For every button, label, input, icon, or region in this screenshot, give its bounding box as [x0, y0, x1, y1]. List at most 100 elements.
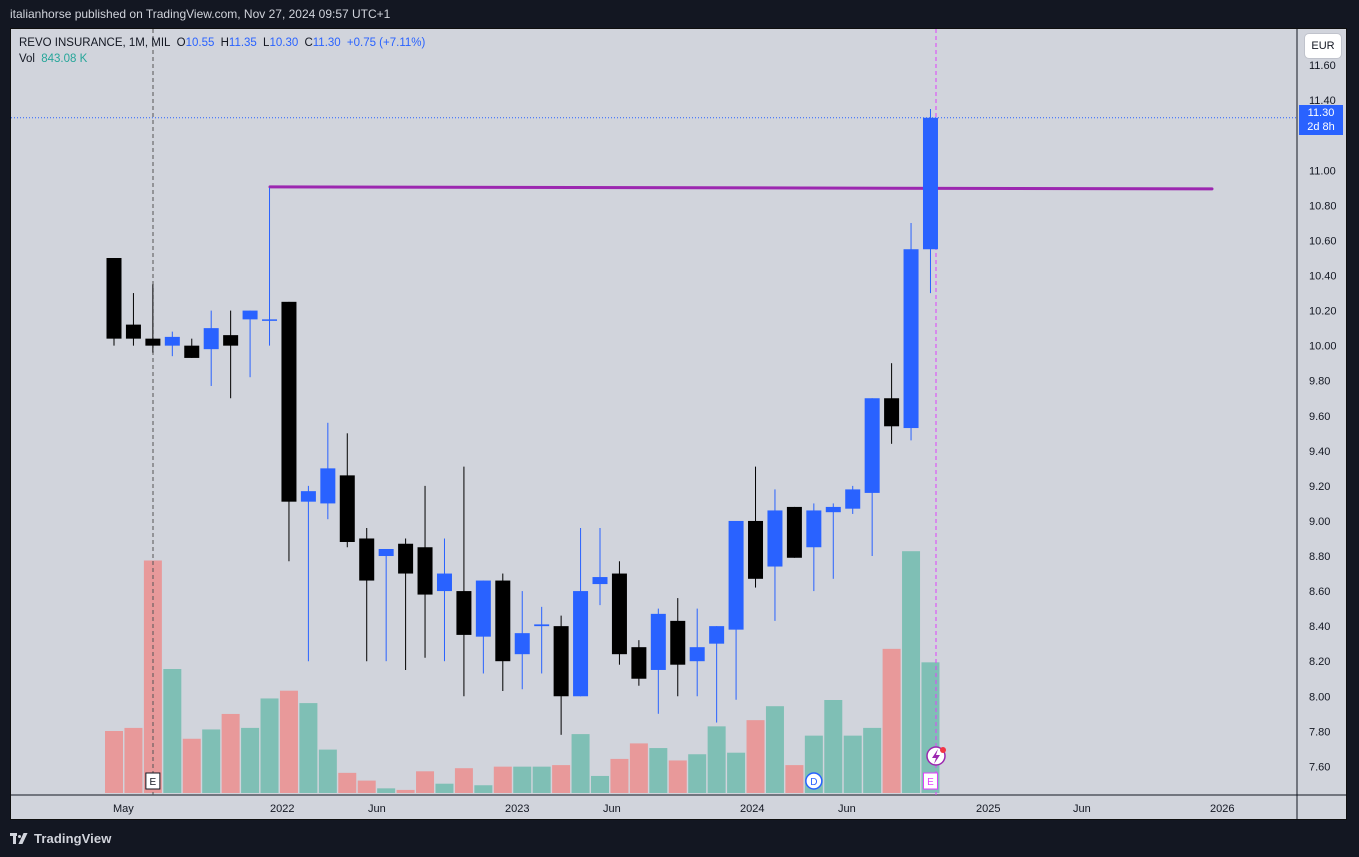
- footer: TradingView: [0, 820, 1359, 857]
- candle-body: [378, 549, 394, 557]
- close-value: 11.30: [312, 37, 341, 49]
- candle-body: [339, 475, 355, 542]
- candle-body: [631, 647, 647, 679]
- price-tick-label: 9.40: [1309, 446, 1330, 458]
- candle-body: [650, 613, 666, 670]
- candle-body: [320, 468, 336, 504]
- candle-body: [262, 319, 278, 321]
- price-tick-label: 10.80: [1309, 200, 1337, 212]
- candle-body: [864, 398, 880, 493]
- price-tick-label: 7.80: [1309, 726, 1330, 738]
- candle-body: [145, 338, 161, 346]
- candle-body: [786, 506, 802, 558]
- open-label: O: [176, 37, 186, 49]
- candle-body: [359, 538, 375, 581]
- candle-body: [106, 258, 122, 339]
- volume-bar: [629, 743, 648, 793]
- tradingview-logo[interactable]: TradingView: [10, 831, 111, 846]
- ohlc-row: REVO INSURANCE, 1M, MIL O10.55 H11.35 L1…: [19, 35, 428, 51]
- volume-bar: [202, 729, 221, 793]
- volume-bar: [765, 706, 784, 793]
- volume-bar: [591, 775, 609, 793]
- candle-body: [436, 573, 452, 592]
- dividend-marker: [805, 772, 823, 790]
- candle-body: [456, 591, 472, 635]
- lightning-bolt-icon: [932, 749, 940, 764]
- candle-body: [592, 577, 608, 585]
- candle-body: [417, 547, 433, 595]
- volume-bar: [532, 766, 551, 793]
- price-tick-label: 7.60: [1309, 761, 1330, 773]
- volume-bar: [241, 727, 260, 793]
- price-tick-label: 10.60: [1309, 235, 1337, 247]
- candle-body: [689, 647, 705, 662]
- chart-area[interactable]: 7.60 7.80 8.00 8.20 8.40 8.60 8.80 9.00 9.20 9.40…: [10, 28, 1347, 820]
- volume-bar: [746, 720, 765, 793]
- volume-bar: [377, 788, 396, 793]
- symbol-label[interactable]: REVO INSURANCE, 1M, MIL: [19, 37, 171, 49]
- price-tick-label: 8.60: [1309, 586, 1330, 598]
- price-tick-label: 8.40: [1309, 621, 1330, 633]
- time-tick-label: 2026: [1210, 803, 1234, 815]
- price-tick-label: 11.60: [1309, 60, 1336, 72]
- time-tick-label: Jun: [368, 803, 386, 815]
- earnings-marker-label: E: [150, 777, 157, 788]
- earnings-marker: [922, 772, 938, 790]
- volume-bar: [610, 758, 629, 793]
- volume-bar: [902, 551, 921, 793]
- price-tick-label: 9.20: [1309, 481, 1330, 493]
- last-price-tag: 11.30 2d 8h: [1299, 105, 1343, 135]
- volume-bar: [571, 734, 590, 793]
- candle-body: [495, 580, 511, 662]
- candle-body: [281, 301, 297, 502]
- price-tick-label: 10.00: [1309, 341, 1337, 353]
- volume-bar: [668, 760, 687, 793]
- open-value: 10.55: [185, 37, 215, 49]
- volume-bar: [843, 735, 862, 793]
- publish-header: italianhorse published on TradingView.co…: [10, 7, 391, 21]
- candle-body: [728, 520, 744, 630]
- volume-label: Vol: [19, 53, 35, 65]
- dividend-marker-label: D: [810, 777, 817, 788]
- volume-bar: [182, 738, 201, 793]
- price-tick-label: 10.20: [1309, 306, 1337, 318]
- volume-bar: [707, 726, 726, 793]
- change-value: +0.75 (+7.11%): [346, 37, 426, 49]
- volume-bar: [338, 772, 357, 793]
- candle-body: [845, 489, 861, 509]
- price-tick-label: 9.00: [1309, 516, 1330, 528]
- volume-bar: [824, 700, 843, 793]
- volume-bar: [163, 669, 182, 793]
- volume-bar: [785, 765, 804, 793]
- currency-button[interactable]: EUR: [1305, 34, 1341, 58]
- candle-body: [611, 573, 627, 655]
- candle-body: [223, 335, 239, 346]
- earnings-marker: [145, 772, 161, 790]
- candle-body: [553, 626, 569, 697]
- price-tick-label: 8.80: [1309, 551, 1330, 563]
- candle-body: [709, 626, 725, 644]
- volume-bar: [649, 748, 668, 793]
- candlestick-chart[interactable]: 7.60 7.80 8.00 8.20 8.40 8.60 8.80 9.00 9.20 9.40…: [11, 29, 1347, 820]
- candle-body: [164, 336, 180, 346]
- volume-bar: [396, 789, 415, 793]
- volume-bar: [299, 703, 318, 793]
- earnings-marker-label: E: [927, 777, 934, 788]
- volume-bar: [416, 771, 435, 793]
- volume-bar: [474, 785, 493, 793]
- candle-body: [475, 580, 491, 637]
- volume-bar: [260, 698, 279, 793]
- candle-body: [767, 510, 783, 567]
- time-tick-label: 2024: [740, 803, 764, 815]
- volume-bar: [882, 648, 901, 793]
- high-value: 11.35: [228, 37, 257, 49]
- candle-body: [903, 249, 919, 429]
- price-tick-label: 8.20: [1309, 656, 1330, 668]
- candle-body: [806, 510, 822, 548]
- time-tick-label: Jun: [1073, 803, 1091, 815]
- candle-body: [300, 491, 316, 502]
- candle-body: [514, 633, 530, 655]
- candle-body: [203, 328, 219, 350]
- price-tick-label: 9.80: [1309, 376, 1330, 388]
- volume-bar: [454, 768, 473, 793]
